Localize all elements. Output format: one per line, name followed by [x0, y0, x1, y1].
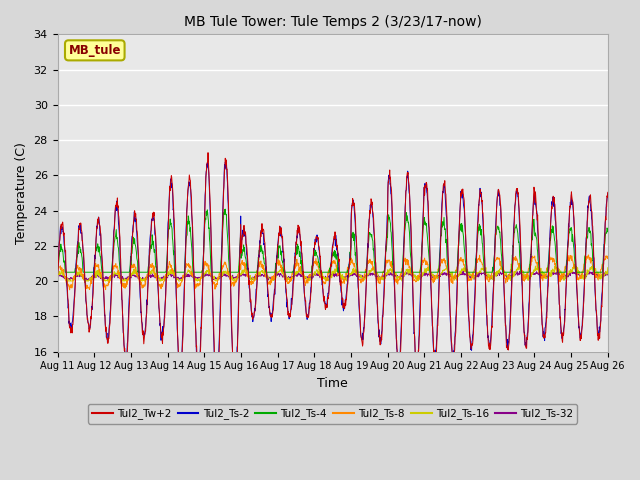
Tul2_Ts-32	[299, 273, 307, 279]
Tul2_Ts-8	[604, 254, 612, 260]
Line: Tul2_Ts-32: Tul2_Ts-32	[58, 271, 608, 280]
Tul2_Ts-2	[604, 191, 612, 196]
Tul2_Ts-2	[54, 271, 61, 277]
Tul2_Ts-4	[221, 206, 229, 212]
Tul2_Ts-8	[299, 272, 307, 278]
Tul2_Tw+2	[96, 224, 104, 229]
Tul2_Ts-4	[604, 228, 612, 234]
Line: Tul2_Tw+2: Tul2_Tw+2	[58, 153, 608, 394]
Tul2_Ts-8	[287, 276, 295, 282]
Tul2_Ts-4	[300, 269, 307, 275]
Tul2_Ts-32	[367, 270, 375, 276]
Tul2_Ts-16	[63, 278, 71, 284]
Tul2_Ts-2	[96, 233, 104, 239]
Line: Tul2_Ts-8: Tul2_Ts-8	[58, 255, 608, 290]
Tul2_Ts-2	[309, 255, 317, 261]
Tul2_Ts-2	[213, 386, 221, 392]
Tul2_Tw+2	[309, 262, 317, 268]
Tul2_Ts-8	[367, 261, 375, 266]
Y-axis label: Temperature (C): Temperature (C)	[15, 142, 28, 244]
Tul2_Tw+2	[604, 190, 612, 195]
Tul2_Ts-4	[288, 269, 296, 275]
Tul2_Ts-16	[443, 263, 451, 269]
Tul2_Ts-2	[367, 202, 375, 208]
Tul2_Tw+2	[118, 310, 126, 316]
Line: Tul2_Ts-4: Tul2_Ts-4	[58, 209, 608, 272]
Text: MB_tule: MB_tule	[68, 44, 121, 57]
Tul2_Ts-8	[97, 270, 104, 276]
Tul2_Tw+2	[288, 301, 296, 307]
Tul2_Ts-8	[308, 265, 316, 271]
Tul2_Ts-32	[308, 271, 316, 277]
Tul2_Ts-32	[604, 271, 612, 276]
Tul2_Ts-32	[460, 268, 467, 274]
Tul2_Ts-32	[287, 274, 295, 280]
Tul2_Ts-8	[54, 271, 61, 277]
Line: Tul2_Ts-16: Tul2_Ts-16	[58, 266, 608, 281]
Legend: Tul2_Tw+2, Tul2_Ts-2, Tul2_Ts-4, Tul2_Ts-8, Tul2_Ts-16, Tul2_Ts-32: Tul2_Tw+2, Tul2_Ts-2, Tul2_Ts-4, Tul2_Ts…	[88, 404, 577, 423]
Tul2_Ts-4	[309, 257, 317, 263]
Tul2_Ts-16	[287, 276, 295, 282]
Tul2_Ts-4	[119, 269, 127, 275]
Tul2_Ts-4	[61, 269, 69, 275]
Tul2_Ts-8	[584, 252, 592, 258]
Tul2_Ts-2	[288, 302, 296, 308]
Tul2_Ts-8	[119, 284, 127, 289]
Tul2_Ts-32	[97, 275, 104, 280]
Tul2_Tw+2	[54, 275, 61, 281]
Tul2_Ts-16	[119, 278, 127, 284]
Line: Tul2_Ts-2: Tul2_Ts-2	[58, 162, 608, 389]
Tul2_Ts-16	[299, 272, 307, 278]
Tul2_Tw+2	[300, 272, 307, 278]
Tul2_Tw+2	[204, 150, 212, 156]
Tul2_Ts-16	[97, 272, 104, 277]
Tul2_Ts-32	[119, 275, 127, 281]
Tul2_Ts-16	[308, 272, 316, 277]
Tul2_Tw+2	[213, 391, 221, 396]
Tul2_Ts-2	[300, 269, 307, 275]
Tul2_Ts-8	[66, 287, 74, 293]
Tul2_Ts-16	[604, 265, 612, 271]
X-axis label: Time: Time	[317, 377, 348, 390]
Tul2_Tw+2	[367, 197, 375, 203]
Tul2_Ts-32	[83, 277, 91, 283]
Tul2_Ts-4	[54, 264, 61, 270]
Title: MB Tule Tower: Tule Temps 2 (3/23/17-now): MB Tule Tower: Tule Temps 2 (3/23/17-now…	[184, 15, 481, 29]
Tul2_Ts-4	[367, 234, 375, 240]
Tul2_Ts-16	[367, 269, 375, 275]
Tul2_Ts-2	[118, 311, 126, 317]
Tul2_Ts-4	[97, 253, 104, 259]
Tul2_Ts-32	[54, 274, 61, 279]
Tul2_Ts-2	[222, 159, 230, 165]
Tul2_Ts-16	[54, 271, 61, 277]
